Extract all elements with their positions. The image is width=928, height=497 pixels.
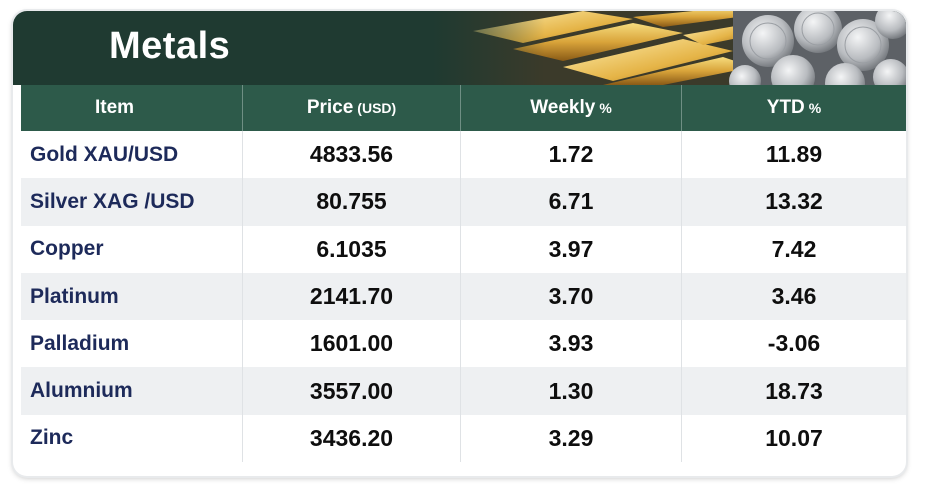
table-row: Silver XAG /USD 80.755 6.71 13.32 xyxy=(21,178,906,226)
cell-weekly: 3.93 xyxy=(461,320,682,368)
banner-art xyxy=(433,11,906,85)
cell-price: 80.755 xyxy=(243,178,461,226)
cell-item: Gold XAU/USD xyxy=(21,131,243,179)
cell-weekly: 3.70 xyxy=(461,272,682,321)
table-row: Platinum 2141.70 3.70 3.46 xyxy=(21,272,906,321)
table-body: Gold XAU/USD 4833.56 1.72 11.89 Silver X… xyxy=(21,131,906,463)
header-price: Price (USD) xyxy=(243,85,461,131)
cell-price: 3436.20 xyxy=(243,414,461,463)
cell-ytd: 18.73 xyxy=(765,377,823,404)
cell-weekly: 1.30 xyxy=(461,367,682,415)
header-ytd-unit: % xyxy=(808,100,822,116)
cell-weekly: 1.72 xyxy=(461,131,682,179)
table-row: Copper 6.1035 3.97 7.42 xyxy=(21,225,906,273)
metals-card: Metals xyxy=(13,11,906,476)
cell-item: Platinum xyxy=(21,272,243,321)
metals-banner: Metals xyxy=(13,11,906,85)
cell-price: 1601.00 xyxy=(243,320,461,368)
cell-ytd: 3.46 xyxy=(771,283,817,310)
cell-price: 3557.00 xyxy=(243,367,461,415)
cell-ytd: 13.32 xyxy=(765,188,823,215)
table-row: Palladium 1601.00 3.93 -3.06 xyxy=(21,320,906,368)
cell-item: Alumnium xyxy=(21,367,243,415)
header-weekly-label: Weekly xyxy=(530,97,596,118)
cell-weekly: 3.29 xyxy=(461,414,682,463)
header-weekly-unit: % xyxy=(599,100,612,116)
header-weekly: Weekly % xyxy=(461,85,682,131)
header-item-label: Item xyxy=(95,97,135,118)
cell-ytd: -3.06 xyxy=(767,330,821,357)
header-ytd: YTD % xyxy=(682,85,906,131)
gold-bars-image xyxy=(433,11,753,85)
cell-item: Palladium xyxy=(21,320,243,368)
table-row: Gold XAU/USD 4833.56 1.72 11.89 xyxy=(21,131,906,179)
table-row: Alumnium 3557.00 1.30 18.73 xyxy=(21,367,906,415)
header-item: Item xyxy=(21,85,243,131)
cell-price: 6.1035 xyxy=(243,225,461,273)
header-price-label: Price xyxy=(306,97,354,118)
header-price-unit: (USD) xyxy=(357,100,397,116)
header-ytd-label: YTD xyxy=(766,97,805,118)
table-header: Item Price (USD) Weekly % YTD % xyxy=(21,85,906,131)
cell-weekly: 6.71 xyxy=(461,178,682,226)
cell-item: Copper xyxy=(21,225,243,273)
silver-coins-image xyxy=(729,11,906,85)
cell-ytd: 10.07 xyxy=(765,424,823,451)
cell-item: Zinc xyxy=(21,414,243,463)
cell-ytd: 11.89 xyxy=(765,141,823,168)
banner-title: Metals xyxy=(109,25,231,67)
cell-price: 2141.70 xyxy=(243,272,461,321)
cell-item: Silver XAG /USD xyxy=(21,178,243,226)
cell-price: 4833.56 xyxy=(243,131,461,179)
cell-ytd: 7.42 xyxy=(771,235,817,262)
table-row: Zinc 3436.20 3.29 10.07 xyxy=(21,414,906,463)
cell-weekly: 3.97 xyxy=(461,225,682,273)
